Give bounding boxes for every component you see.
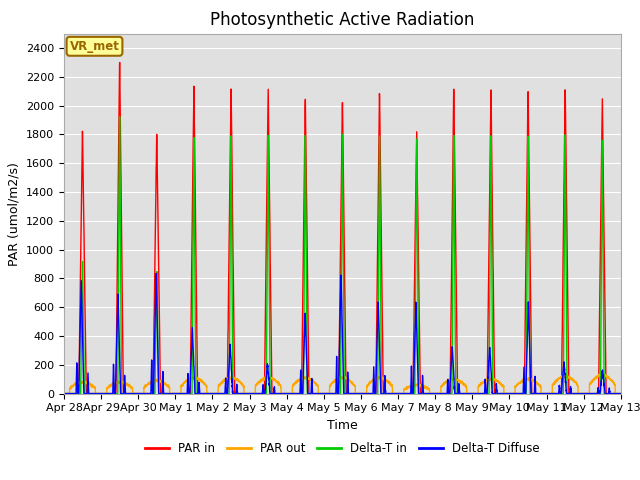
PAR in [436, 391, 444, 396]
Delta-T in [322, 391, 330, 396]
Line: PAR in: PAR in [64, 62, 621, 394]
X-axis label: Time: Time [327, 419, 358, 432]
PAR in [161, 391, 168, 396]
Delta-T Diffuse [617, 391, 625, 396]
Delta-T in [161, 391, 168, 396]
Delta-T Diffuse [436, 391, 444, 396]
Delta-T Diffuse [467, 391, 475, 396]
Title: Photosynthetic Active Radiation: Photosynthetic Active Radiation [210, 11, 475, 29]
PAR in [60, 391, 68, 396]
Delta-T in [60, 391, 68, 396]
PAR out [616, 391, 624, 396]
PAR in [617, 391, 625, 396]
PAR in [616, 391, 624, 396]
Y-axis label: PAR (umol/m2/s): PAR (umol/m2/s) [8, 162, 20, 265]
Delta-T in [616, 391, 624, 396]
Delta-T Diffuse [322, 391, 330, 396]
Delta-T Diffuse [499, 391, 507, 396]
PAR out [436, 391, 444, 396]
PAR out [499, 382, 506, 388]
Text: VR_met: VR_met [70, 40, 120, 53]
PAR out [467, 391, 475, 396]
Line: PAR out: PAR out [64, 373, 621, 394]
PAR in [116, 60, 124, 65]
Legend: PAR in, PAR out, Delta-T in, Delta-T Diffuse: PAR in, PAR out, Delta-T in, Delta-T Dif… [140, 437, 545, 460]
PAR out [596, 371, 604, 376]
PAR out [160, 380, 168, 385]
Delta-T in [499, 391, 507, 396]
Delta-T in [617, 391, 625, 396]
Delta-T Diffuse [60, 391, 68, 396]
Line: Delta-T in: Delta-T in [64, 117, 621, 394]
PAR out [322, 391, 330, 396]
Delta-T in [116, 114, 124, 120]
Delta-T Diffuse [161, 391, 168, 396]
Delta-T Diffuse [152, 271, 160, 276]
PAR in [499, 391, 507, 396]
Line: Delta-T Diffuse: Delta-T Diffuse [64, 274, 621, 394]
PAR in [322, 391, 330, 396]
Delta-T Diffuse [616, 391, 624, 396]
Delta-T in [436, 391, 444, 396]
PAR out [617, 391, 625, 396]
PAR out [60, 391, 68, 396]
Delta-T in [467, 391, 475, 396]
PAR in [467, 391, 475, 396]
